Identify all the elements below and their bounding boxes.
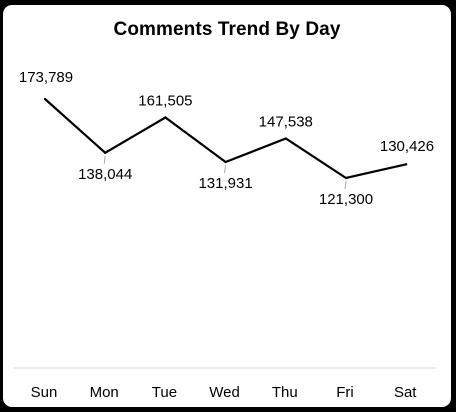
x-tick-label-thu: Thu <box>272 384 298 401</box>
chart-card: Comments Trend By Day <box>3 5 451 407</box>
data-label-wed: 131,931 <box>198 175 252 192</box>
data-point-sun <box>43 97 47 101</box>
chart-title: Comments Trend By Day <box>113 19 341 40</box>
x-tick-label-sat: Sat <box>394 384 417 401</box>
leader-line-wed <box>224 164 227 174</box>
data-point-tue <box>164 116 167 119</box>
leader-line-fri <box>344 180 347 190</box>
x-tick-label-fri: Fri <box>336 384 354 401</box>
data-label-fri: 121,300 <box>319 191 373 208</box>
x-tick-label-sun: Sun <box>31 384 58 401</box>
leader-line-mon <box>103 155 106 164</box>
data-label-sun: 173,789 <box>19 69 73 86</box>
data-label-sat: 130,426 <box>380 138 434 155</box>
x-tick-label-tue: Tue <box>152 384 177 401</box>
data-label-mon: 138,044 <box>78 166 132 183</box>
data-label-tue: 161,505 <box>138 92 192 109</box>
data-point-wed <box>224 160 227 164</box>
data-point-sat <box>405 163 408 166</box>
x-tick-label-wed: Wed <box>209 384 240 401</box>
x-tick-label-mon: Mon <box>90 384 119 401</box>
data-label-thu: 147,538 <box>259 114 313 131</box>
data-point-fri <box>344 176 348 180</box>
data-point-mon <box>104 151 107 154</box>
data-point-thu <box>284 137 287 140</box>
